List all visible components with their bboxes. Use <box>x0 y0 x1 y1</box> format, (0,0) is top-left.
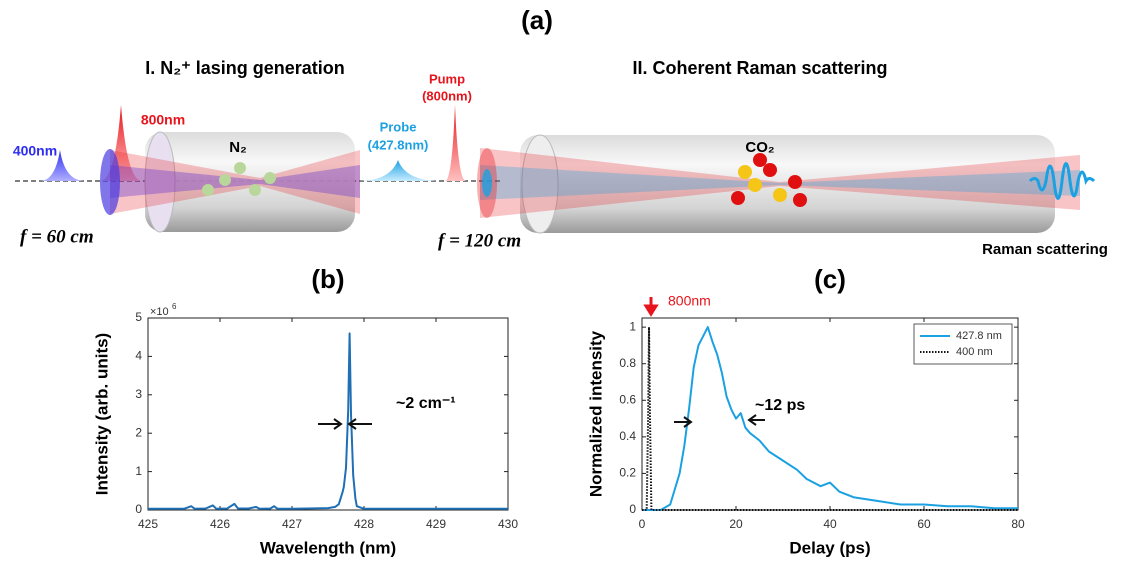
arrow <box>318 418 372 430</box>
y-tick-label: 0.4 <box>619 429 636 443</box>
y-tick-label: 3 <box>135 387 142 401</box>
data-line <box>148 332 508 510</box>
label: Raman scattering <box>982 241 1108 258</box>
y-tick-label: 1 <box>135 464 142 478</box>
x-tick-label: 428 <box>354 517 374 531</box>
x-tick-label: 40 <box>823 517 837 531</box>
x-tick-label: 427 <box>282 517 302 531</box>
plot-frame <box>147 317 509 511</box>
label: Pump <box>429 71 465 86</box>
x-tick-label: 0 <box>639 517 646 531</box>
label: f = 60 cm <box>20 226 94 247</box>
x-axis-label: Wavelength (nm) <box>260 538 396 557</box>
x-tick-label: 430 <box>498 517 518 531</box>
y-tick-label: 2 <box>135 425 142 439</box>
pulse-800 <box>100 105 142 181</box>
x-axis-label: Delay (ps) <box>789 538 870 557</box>
label: CO₂ <box>745 139 774 156</box>
x-tick-label: 80 <box>1011 517 1025 531</box>
y-tick-label: 0.2 <box>619 466 636 480</box>
y-axis-label: Normalized intensity <box>586 330 605 497</box>
legend-label: 427.8 nm <box>956 330 1002 342</box>
x-tick-label: 429 <box>426 517 446 531</box>
chart-title: (c) <box>814 264 846 294</box>
y-exponent: 6 <box>172 302 177 311</box>
label: 400nm <box>13 143 57 159</box>
annotation: ~2 cm⁻¹ <box>396 395 456 412</box>
pulse-400 <box>40 150 85 181</box>
y-tick-label: 0.8 <box>619 356 636 370</box>
pulse-pump <box>445 105 466 181</box>
panel-label: (a) <box>521 5 553 35</box>
marker-label: 800nm <box>668 293 711 309</box>
y-tick-label: 4 <box>135 349 142 363</box>
data-line <box>642 326 1018 511</box>
x-tick-label: 426 <box>210 517 230 531</box>
y-tick-label: 5 <box>135 310 142 324</box>
y-multiplier: ×10 <box>150 306 169 318</box>
gas-cell <box>477 134 1080 234</box>
label: 800nm <box>141 112 185 128</box>
legend-label: 400 nm <box>956 346 993 358</box>
annotation: ~12 ps <box>755 397 805 414</box>
marker-arrow <box>643 297 659 317</box>
chart-title: (b) <box>311 264 344 294</box>
x-tick-label: 60 <box>917 517 931 531</box>
label: f = 120 cm <box>438 230 521 251</box>
y-tick-label: 0.6 <box>619 392 636 406</box>
y-tick-label: 0 <box>135 502 142 516</box>
section-title: II. Coherent Raman scattering <box>632 58 887 78</box>
section-title: I. N₂⁺ lasing generation <box>145 58 345 78</box>
label: Probe <box>380 119 417 134</box>
arrow <box>674 414 765 428</box>
x-tick-label: 20 <box>729 517 743 531</box>
legend-box <box>913 323 1013 365</box>
y-tick-label: 0 <box>629 502 636 516</box>
gas-cell <box>100 131 360 233</box>
label: (800nm) <box>422 88 472 103</box>
pulse-probe <box>358 160 440 181</box>
y-axis-label: Intensity (arb. units) <box>92 333 111 495</box>
raman-wave <box>1028 162 1096 200</box>
label: N₂ <box>229 139 247 156</box>
x-tick-label: 425 <box>138 517 158 531</box>
label: (427.8nm) <box>368 137 429 152</box>
y-tick-label: 1 <box>629 319 636 333</box>
